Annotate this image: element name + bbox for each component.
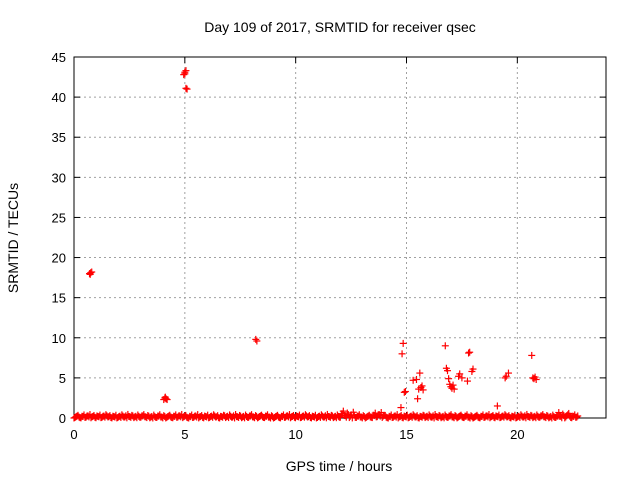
data-point [458, 374, 466, 382]
data-point [532, 375, 540, 383]
x-tick-label: 5 [181, 427, 188, 442]
data-point [182, 67, 190, 75]
y-tick-label: 25 [52, 210, 66, 225]
data-point [397, 404, 405, 412]
plot-frame [73, 56, 607, 419]
x-tick-label: 15 [399, 427, 413, 442]
data-point [450, 385, 458, 393]
data-point [574, 412, 582, 420]
data-point [418, 382, 426, 390]
data-point [400, 388, 408, 396]
data-point [252, 335, 260, 343]
data-point [161, 393, 169, 401]
y-axis-label: SRMTID / TECUs [5, 183, 21, 293]
y-tick-label: 5 [59, 371, 66, 386]
y-tick-label: 35 [52, 130, 66, 145]
y-tick-label: 40 [52, 90, 66, 105]
data-point [349, 408, 357, 416]
data-point [465, 349, 473, 357]
data-point [412, 375, 420, 383]
data-point [501, 374, 509, 382]
data-point [86, 270, 94, 278]
y-tick-label: 30 [52, 170, 66, 185]
y-tick-label: 0 [59, 411, 66, 426]
data-point [181, 70, 189, 78]
data-point [555, 409, 563, 417]
data-point [469, 365, 477, 373]
chart-title: Day 109 of 2017, SRMTID for receiver qse… [204, 19, 476, 35]
data-point [573, 413, 581, 421]
data-point [456, 370, 464, 378]
data-point [339, 407, 347, 415]
data-point [182, 84, 190, 92]
data-point [504, 369, 512, 377]
data-point [401, 388, 409, 396]
data-point [414, 395, 422, 403]
x-axis-label: GPS time / hours [286, 458, 393, 474]
y-tick-label: 20 [52, 251, 66, 266]
data-point [409, 376, 417, 384]
data-point [419, 386, 427, 394]
data-points [70, 67, 582, 422]
data-point [343, 409, 351, 417]
data-point [493, 402, 501, 410]
data-point [416, 369, 424, 377]
data-point [463, 377, 471, 385]
data-point [528, 351, 536, 359]
data-point [466, 348, 474, 356]
data-point [444, 367, 452, 375]
x-tick-label: 20 [510, 427, 524, 442]
x-tick-label: 0 [70, 427, 77, 442]
data-point [441, 342, 449, 350]
data-point [371, 409, 379, 417]
data-point [399, 339, 407, 347]
data-point [398, 350, 406, 358]
y-tick-label: 10 [52, 331, 66, 346]
data-point [449, 381, 457, 389]
y-tick-label: 45 [52, 50, 66, 65]
x-tick-label: 10 [288, 427, 302, 442]
data-point [445, 375, 453, 383]
y-tick-label: 15 [52, 291, 66, 306]
axis-ticks: 0 5 10 15 20 0 5 10 15 20 25 30 35 40 45 [52, 50, 606, 442]
data-point [162, 395, 170, 403]
data-point [183, 85, 191, 93]
data-point [253, 337, 261, 345]
grid-lines [74, 57, 606, 418]
